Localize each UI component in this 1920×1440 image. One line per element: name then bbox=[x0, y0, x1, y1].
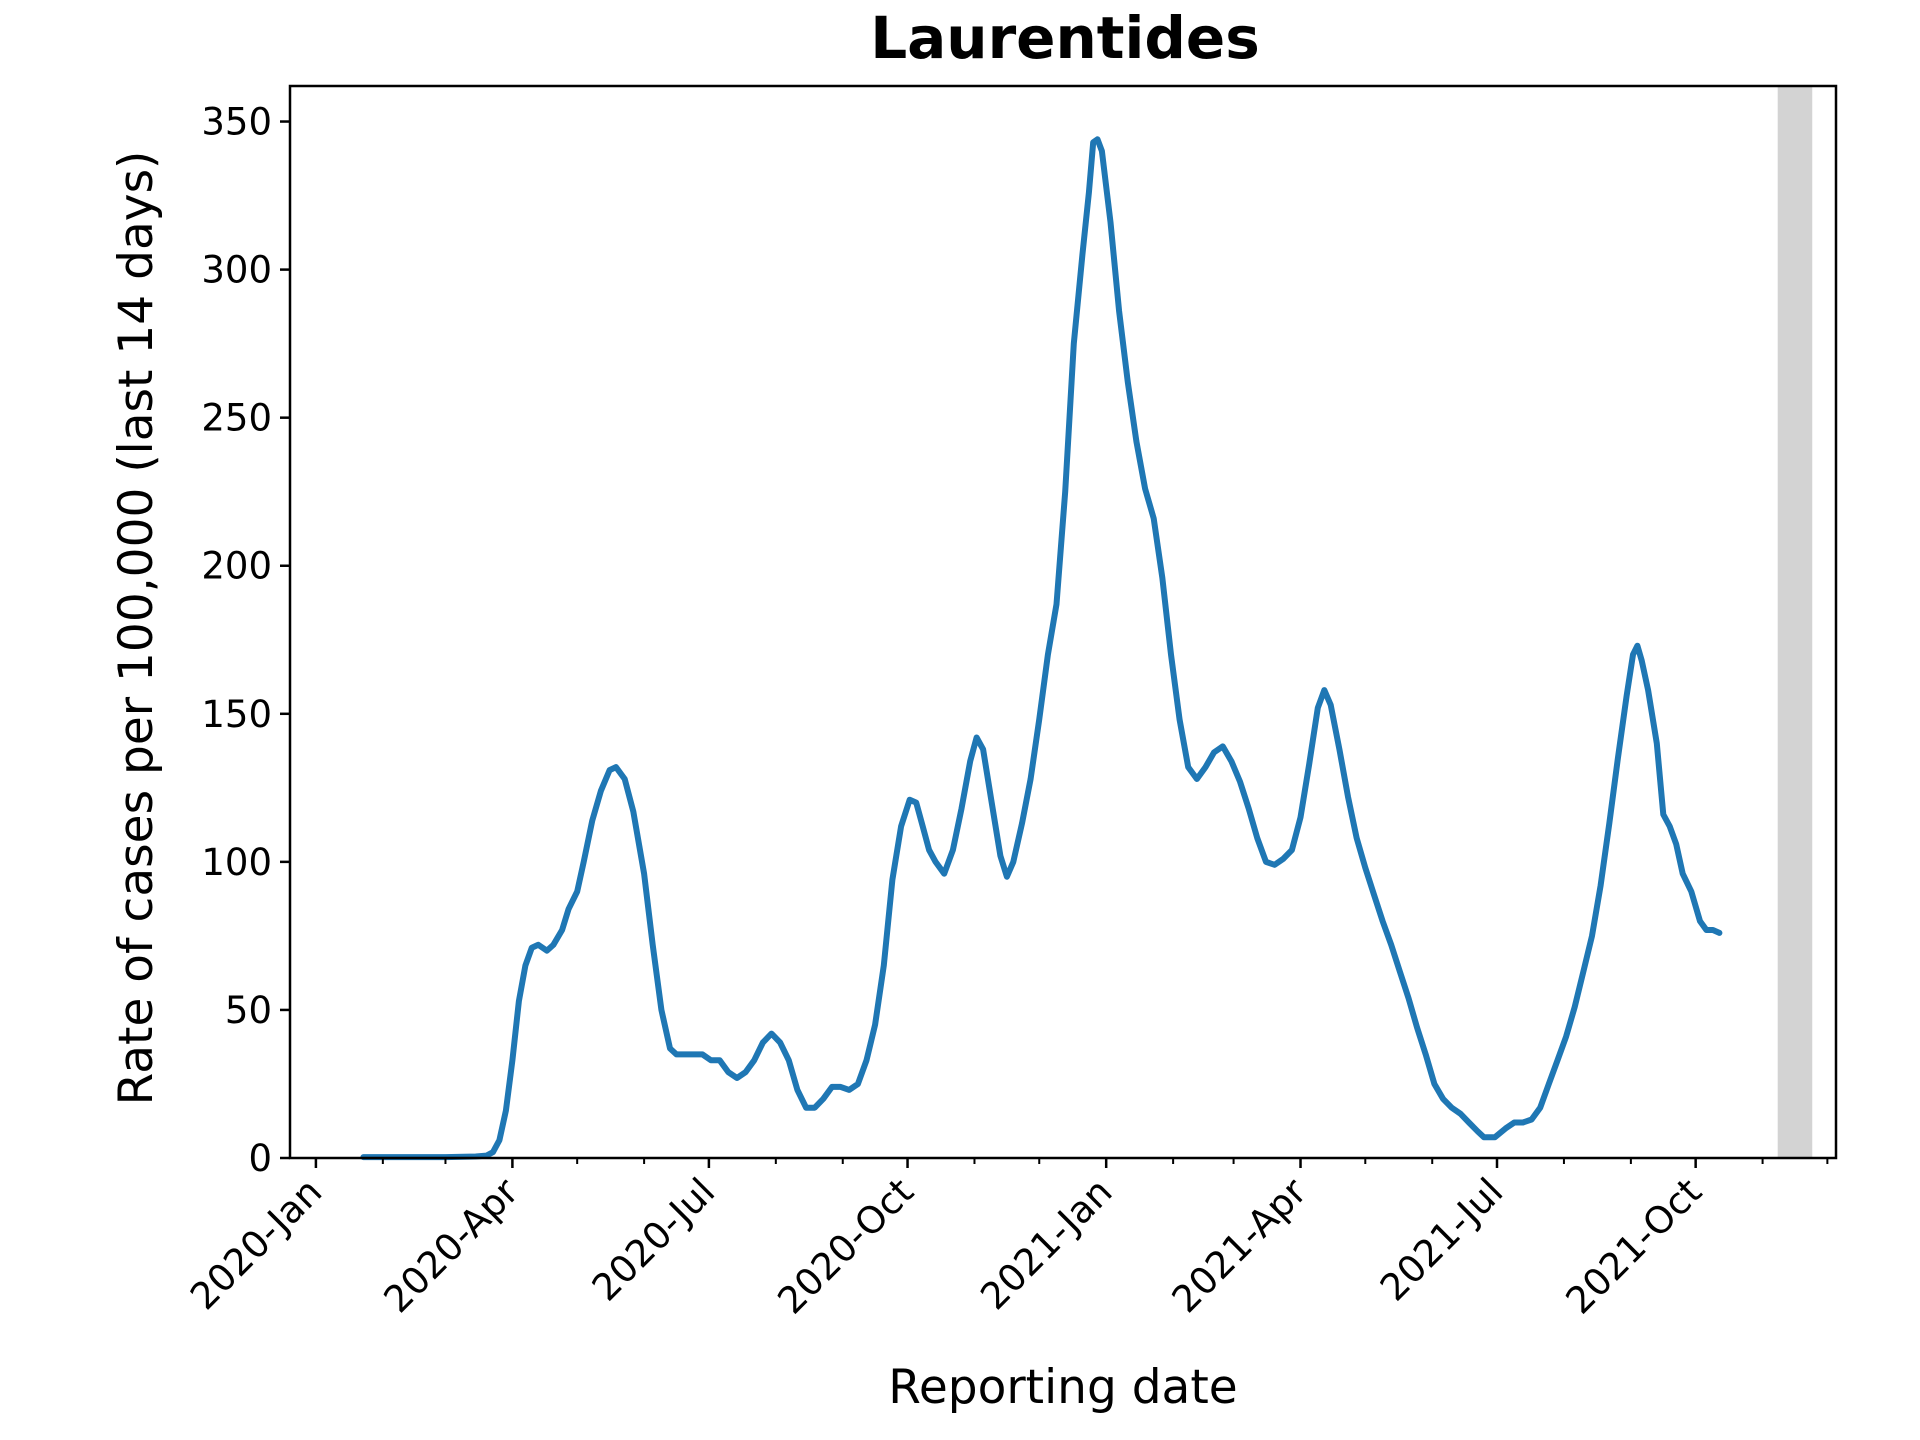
series-layer bbox=[360, 136, 1723, 1161]
shaded-span bbox=[1777, 86, 1813, 1158]
x-tick-label: 2021-Jul bbox=[1372, 1170, 1511, 1309]
y-tick-label: 150 bbox=[201, 693, 272, 736]
x-tick-label: 2020-Jan bbox=[182, 1170, 330, 1318]
y-axis-label: Rate of cases per 100,000 (last 14 days) bbox=[109, 151, 164, 1106]
x-tick-label: 2021-Jan bbox=[972, 1170, 1120, 1318]
y-tick-label: 300 bbox=[201, 249, 272, 292]
x-tick-label: 2020-Apr bbox=[376, 1169, 528, 1321]
series-line-0 bbox=[360, 136, 1723, 1161]
x-axis: 2020-Jan 2020-Apr 2020-Jul 2020-Oct 2021-Jan… bbox=[182, 1158, 1829, 1322]
y-tick-label: 0 bbox=[248, 1137, 272, 1180]
x-tick-label: 2020-Jul bbox=[584, 1170, 723, 1309]
x-tick-label: 2021-Oct bbox=[1558, 1170, 1710, 1322]
chart-title: Laurentides bbox=[870, 4, 1260, 72]
x-axis-label: Reporting date bbox=[888, 1360, 1237, 1415]
x-tick-label: 2020-Oct bbox=[769, 1170, 921, 1322]
plot-frame bbox=[288, 84, 1838, 1160]
y-tick-label: 200 bbox=[201, 545, 272, 588]
y-tick-label: 100 bbox=[201, 841, 272, 884]
y-tick-label: 50 bbox=[225, 989, 272, 1032]
x-tick-label: 2021-Apr bbox=[1164, 1169, 1316, 1321]
y-axis: 0 50 100 150 200 250 300 350 bbox=[201, 101, 290, 1180]
y-tick-label: 250 bbox=[201, 397, 272, 440]
y-tick-label: 350 bbox=[201, 101, 272, 144]
